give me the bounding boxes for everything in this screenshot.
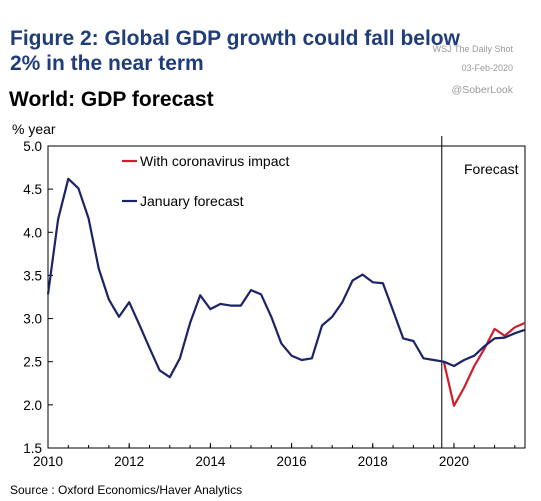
y-tick-label: 1.5: [23, 441, 42, 456]
series-line-january-forecast: [46, 177, 526, 379]
plot-border: [47, 145, 526, 449]
y-tick-label: 2.0: [23, 398, 42, 413]
chart-title: World: GDP forecast: [9, 88, 214, 111]
x-tick-label: 2016: [277, 454, 307, 469]
legend-label-with-coronavirus-impact: With coronavirus impact: [140, 153, 289, 169]
y-tick-label: 4.0: [23, 225, 42, 240]
y-tick-label: 4.5: [23, 182, 42, 197]
watermark-handle: @SoberLook: [451, 84, 513, 96]
y-axis-label: % year: [12, 121, 56, 137]
y-tick-label: 5.0: [23, 139, 42, 154]
y-tick-label: 3.0: [23, 312, 42, 327]
forecast-label: Forecast: [464, 161, 519, 177]
source-note: Source : Oxford Economics/Haver Analytic…: [10, 483, 243, 497]
x-tick-label: 2012: [114, 454, 144, 469]
legend-label-january-forecast: January forecast: [140, 193, 244, 209]
y-tick-label: 2.5: [23, 355, 42, 370]
y-tick-label: 3.5: [23, 268, 42, 283]
x-tick-label: 2018: [358, 454, 388, 469]
figure-title: Figure 2: Global GDP growth could fall b…: [10, 27, 460, 75]
watermark-date: 03-Feb-2020: [461, 63, 513, 73]
series-line-with-coronavirus-impact: [442, 321, 526, 407]
x-tick-label: 2010: [33, 454, 63, 469]
watermark-source: WSJ The Daily Shot: [432, 44, 513, 54]
x-tick-label: 2014: [195, 454, 226, 469]
x-tick-label: 2020: [439, 454, 469, 469]
